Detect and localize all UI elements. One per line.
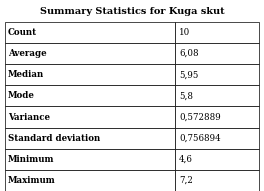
Text: Variance: Variance (8, 112, 50, 121)
Text: Maximum: Maximum (8, 176, 56, 185)
Bar (175, 128, 259, 149)
Bar (5, 128, 175, 149)
Text: 4,6: 4,6 (179, 155, 193, 164)
Bar (175, 43, 259, 64)
Text: Mode: Mode (8, 91, 35, 100)
Text: Minimum: Minimum (8, 155, 54, 164)
Bar (5, 85, 175, 107)
Bar (5, 43, 175, 64)
Text: 0,756894: 0,756894 (179, 134, 221, 143)
Text: Median: Median (8, 70, 44, 79)
Text: 7,2: 7,2 (179, 176, 193, 185)
Text: 0,572889: 0,572889 (179, 112, 221, 121)
Text: 5,8: 5,8 (179, 91, 193, 100)
Bar (175, 106, 259, 128)
Text: Count: Count (8, 28, 37, 37)
Bar (5, 106, 175, 128)
Bar (175, 85, 259, 107)
Text: Average: Average (8, 49, 46, 58)
Bar (5, 170, 175, 191)
Bar (5, 22, 175, 43)
Text: 6,08: 6,08 (179, 49, 199, 58)
Bar (5, 149, 175, 170)
Text: 10: 10 (179, 28, 190, 37)
Bar (175, 149, 259, 170)
Text: Standard deviation: Standard deviation (8, 134, 100, 143)
Bar (175, 64, 259, 85)
Text: Summary Statistics for Kuga skut: Summary Statistics for Kuga skut (40, 7, 224, 16)
Bar (5, 64, 175, 85)
Bar (175, 170, 259, 191)
Bar (175, 22, 259, 43)
Text: 5,95: 5,95 (179, 70, 199, 79)
